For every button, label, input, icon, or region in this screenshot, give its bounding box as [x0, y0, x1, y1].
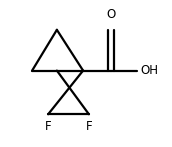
- Text: F: F: [86, 120, 92, 133]
- Text: O: O: [106, 8, 115, 21]
- Text: OH: OH: [140, 64, 158, 77]
- Text: F: F: [45, 120, 51, 133]
